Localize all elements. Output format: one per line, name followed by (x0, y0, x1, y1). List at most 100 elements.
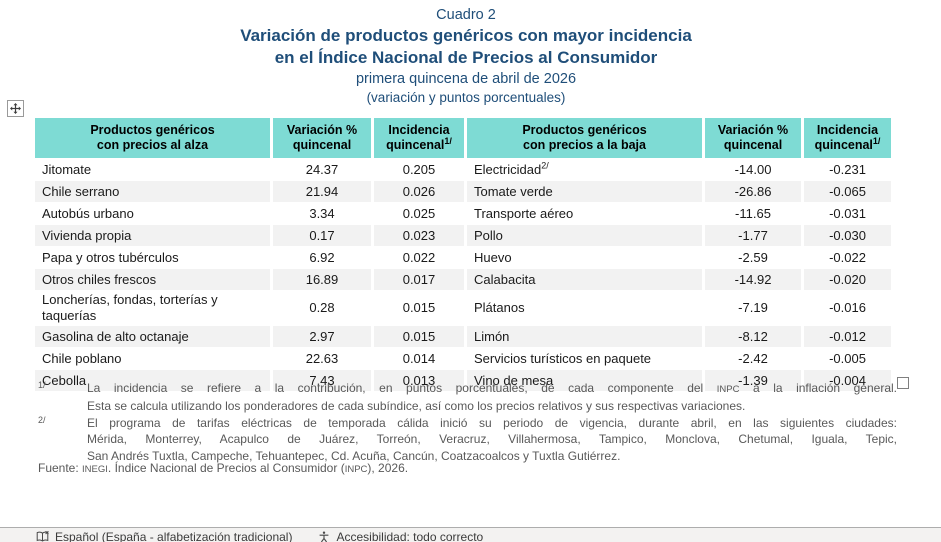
baja-incidence-cell[interactable]: -0.012 (804, 326, 891, 347)
footnote-line: Esta se calcula utilizando los ponderado… (87, 399, 746, 414)
alza-variation-cell[interactable]: 6.92 (273, 247, 371, 268)
alza-incidence-cell[interactable]: 0.014 (374, 348, 464, 369)
alza-product-cell[interactable]: Cebolla (35, 370, 270, 391)
accessibility-person-icon (320, 531, 329, 542)
proofing-book-icon (36, 531, 49, 542)
alza-incidence-cell[interactable]: 0.025 (374, 203, 464, 224)
title-line-2: en el Índice Nacional de Precios al Cons… (274, 48, 658, 67)
language-label: Español (España - alfabetización tradici… (55, 530, 293, 542)
baja-product-cell[interactable]: Electricidad2/ (467, 159, 702, 180)
baja-product-cell[interactable]: Limón (467, 326, 702, 347)
title-units: (variación y puntos porcentuales) (366, 90, 566, 105)
header-label: Productos genéricos con precios a la baj… (522, 123, 647, 152)
footnote-line: San Andrés Tuxtla, Campeche, Tehuantepec… (87, 448, 621, 463)
baja-variation-cell[interactable]: -8.12 (705, 326, 801, 347)
alza-product-cell[interactable]: Otros chiles frescos (35, 269, 270, 290)
footnote-marker: 1/ (38, 380, 46, 390)
baja-product-cell[interactable]: Servicios turísticos en paquete (467, 348, 702, 369)
alza-incidence-cell[interactable]: 0.017 (374, 269, 464, 290)
alza-incidence-cell[interactable]: 0.015 (374, 326, 464, 347)
alza-product-cell[interactable]: Vivienda propia (35, 225, 270, 246)
footnote-ref: 2/ (541, 160, 549, 171)
header-alza-incidence[interactable]: Incidencia quincenal1/ (374, 118, 464, 158)
alza-incidence-cell[interactable]: 0.022 (374, 247, 464, 268)
baja-variation-cell[interactable]: -2.59 (705, 247, 801, 268)
table-row: Autobús urbano 3.34 0.025 Transporte aéreo -… (35, 203, 891, 224)
alza-variation-cell[interactable]: 21.94 (273, 181, 371, 202)
table-resize-handle[interactable] (897, 377, 909, 389)
alza-incidence-cell[interactable]: 0.205 (374, 159, 464, 180)
baja-incidence-cell[interactable]: -0.022 (804, 247, 891, 268)
alza-incidence-cell[interactable]: 0.015 (374, 291, 464, 325)
footnote: 1/La incidencia se refiere a la contribu… (38, 380, 897, 415)
header-label: Incidencia quincenal (386, 123, 450, 152)
header-alza-product[interactable]: Productos genéricos con precios al alza (35, 118, 270, 158)
header-baja-product[interactable]: Productos genéricos con precios a la baj… (467, 118, 702, 158)
header-label: Variación % quincenal (286, 123, 358, 152)
alza-product-cell[interactable]: Loncherías, fondas, torterías y taquería… (35, 291, 270, 325)
alza-incidence-cell[interactable]: 0.013 (374, 370, 464, 391)
alza-product-cell[interactable]: Chile serrano (35, 181, 270, 202)
table-row: Cebolla 7.43 0.013 Vino de mesa -1.39 -0.004 (35, 370, 891, 391)
alza-product-cell[interactable]: Autobús urbano (35, 203, 270, 224)
baja-product-cell[interactable]: Tomate verde (467, 181, 702, 202)
baja-incidence-cell[interactable]: -0.020 (804, 269, 891, 290)
accessibility-label: Accesibilidad: todo correcto (336, 530, 484, 542)
table-number: Cuadro 2 (436, 7, 496, 23)
baja-incidence-cell[interactable]: -0.065 (804, 181, 891, 202)
baja-product-cell[interactable]: Pollo (467, 225, 702, 246)
alza-variation-cell[interactable]: 22.63 (273, 348, 371, 369)
baja-incidence-cell[interactable]: -0.231 (804, 159, 891, 180)
alza-variation-cell[interactable]: 16.89 (273, 269, 371, 290)
footnote-ref: 1/ (872, 135, 881, 146)
alza-incidence-cell[interactable]: 0.023 (374, 225, 464, 246)
header-alza-variation[interactable]: Variación % quincenal (273, 118, 371, 158)
alza-product-cell[interactable]: Chile poblano (35, 348, 270, 369)
table-row: Vivienda propia 0.17 0.023 Pollo -1.77 -0.030 (35, 225, 891, 246)
title-line-1: Variación de productos genéricos con may… (240, 26, 692, 45)
baja-incidence-cell[interactable]: -0.031 (804, 203, 891, 224)
table-row: Chile serrano 21.94 0.026 Tomate verde -26.8… (35, 181, 891, 202)
baja-variation-cell[interactable]: -1.39 (705, 370, 801, 391)
alza-variation-cell[interactable]: 0.28 (273, 291, 371, 325)
baja-product-cell[interactable]: Huevo (467, 247, 702, 268)
baja-variation-cell[interactable]: -1.77 (705, 225, 801, 246)
alza-variation-cell[interactable]: 24.37 (273, 159, 371, 180)
language-status[interactable]: Español (España - alfabetización tradici… (36, 530, 292, 542)
table-body: Jitomate 24.37 0.205 Electricidad2/-14.00 -0… (35, 159, 891, 391)
baja-variation-cell[interactable]: -7.19 (705, 291, 801, 325)
footnote-ref: 1/ (444, 135, 452, 146)
status-bar: Español (España - alfabetización tradici… (0, 527, 941, 542)
baja-variation-cell[interactable]: -14.92 (705, 269, 801, 290)
baja-incidence-cell[interactable]: -0.016 (804, 291, 891, 325)
baja-product-cell[interactable]: Calabacita (467, 269, 702, 290)
baja-incidence-cell[interactable]: -0.030 (804, 225, 891, 246)
alza-incidence-cell[interactable]: 0.026 (374, 181, 464, 202)
baja-variation-cell[interactable]: -11.65 (705, 203, 801, 224)
baja-product-cell[interactable]: Vino de mesa (467, 370, 702, 391)
baja-incidence-cell[interactable]: -0.004 (804, 370, 891, 391)
baja-product-cell[interactable]: Transporte aéreo (467, 203, 702, 224)
alza-variation-cell[interactable]: 0.17 (273, 225, 371, 246)
footnote-line: La incidencia se refiere a la contribuci… (87, 381, 898, 395)
alza-variation-cell[interactable]: 2.97 (273, 326, 371, 347)
table-row: Gasolina de alto octanaje 2.97 0.015 Limón -… (35, 326, 891, 347)
baja-variation-cell[interactable]: -14.00 (705, 159, 801, 180)
header-baja-variation[interactable]: Variación % quincenal (705, 118, 801, 158)
alza-variation-cell[interactable]: 7.43 (273, 370, 371, 391)
alza-product-cell[interactable]: Papa y otros tubérculos (35, 247, 270, 268)
baja-variation-cell[interactable]: -26.86 (705, 181, 801, 202)
footnote: 2/El programa de tarifas eléctricas de t… (38, 415, 897, 464)
baja-variation-cell[interactable]: -2.42 (705, 348, 801, 369)
accessibility-status[interactable]: Accesibilidad: todo correcto (318, 530, 483, 542)
table-move-handle[interactable] (7, 100, 24, 117)
alza-product-cell[interactable]: Jitomate (35, 159, 270, 180)
alza-variation-cell[interactable]: 3.34 (273, 203, 371, 224)
header-baja-incidence[interactable]: Incidencia quincenal1/ (804, 118, 891, 158)
table-header-row: Productos genéricos con precios al alza … (35, 118, 891, 158)
baja-incidence-cell[interactable]: -0.005 (804, 348, 891, 369)
table-title-block: Cuadro 2 Variación de productos genérico… (0, 6, 932, 107)
baja-product-cell[interactable]: Plátanos (467, 291, 702, 325)
alza-product-cell[interactable]: Gasolina de alto octanaje (35, 326, 270, 347)
